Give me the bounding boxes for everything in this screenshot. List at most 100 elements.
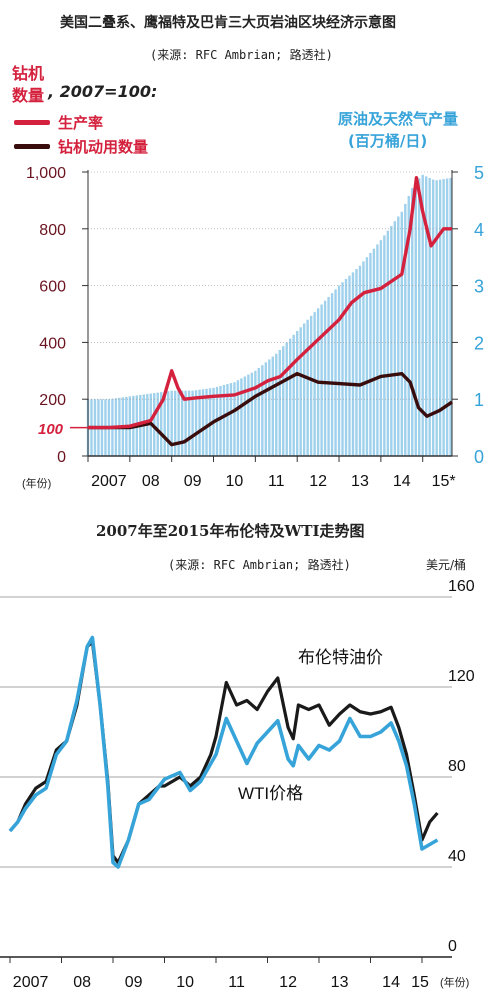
production-bar — [229, 383, 233, 456]
legend-rigs: 钻机动用数量 — [14, 136, 148, 156]
chart1-right-tick: 1 — [474, 390, 484, 410]
left-axis-label-line1: 钻机 — [12, 64, 45, 83]
chart1-x-tick: 11 — [268, 473, 285, 490]
production-bar — [327, 296, 330, 456]
chart1-right-tick: 4 — [474, 220, 484, 240]
production-bar — [323, 300, 327, 456]
chart2-ylabel: 美元/桶 — [426, 558, 467, 572]
production-bar — [386, 230, 390, 456]
chart1-x-tick: 14 — [393, 473, 411, 490]
production-bar — [348, 275, 351, 456]
chart1-right-tick: 5 — [474, 163, 484, 183]
chart2-y-tick: 120 — [448, 668, 475, 685]
production-bar — [334, 289, 337, 456]
production-bar — [177, 390, 180, 456]
chart2-x-tick: 08 — [73, 974, 91, 991]
production-bar — [261, 365, 264, 456]
production-bar — [407, 195, 410, 456]
production-bar — [156, 392, 159, 456]
production-bar — [236, 380, 240, 456]
chart1-left-marker: 100 — [38, 421, 64, 438]
production-bar — [383, 235, 386, 456]
chart1-left-tick: 400 — [39, 335, 66, 352]
chart1-x-tick: 08 — [142, 473, 160, 490]
chart1-xlabel: (年份) — [22, 476, 51, 490]
production-bar — [379, 240, 383, 456]
chart1-left-tick: 0 — [57, 449, 66, 466]
production-bar — [198, 389, 201, 456]
legend-productivity-swatch — [14, 119, 50, 125]
chart2-y-tick: 80 — [448, 758, 466, 775]
production-bar — [201, 389, 205, 456]
production-bar — [431, 179, 435, 456]
chart1-left-ticks: 1,000 800 600 400 200 0 — [26, 165, 88, 466]
chart1-right-tick: 2 — [474, 333, 484, 353]
production-bar — [341, 282, 344, 456]
production-bar — [358, 265, 362, 456]
production-bar — [282, 346, 285, 456]
production-bar — [271, 356, 274, 456]
production-bar — [219, 385, 222, 456]
production-bar — [187, 390, 191, 456]
production-bar — [344, 278, 348, 456]
production-bar — [411, 188, 414, 457]
right-axis-label-line1: 原油及天然气产量 — [338, 110, 459, 128]
chart1-right-tick: 0 — [474, 447, 484, 467]
brent-line — [8, 640, 439, 865]
production-bar — [424, 176, 428, 456]
label-wti: WTI价格 — [238, 784, 303, 803]
chart1-x-ticks: 2007 08 09 10 11 12 13 14 15* — [87, 456, 456, 490]
production-bar — [369, 252, 372, 456]
legend-rigs-swatch — [14, 143, 50, 149]
production-bar — [240, 378, 243, 456]
label-brent: 布伦特油价 — [298, 648, 383, 667]
chart1-x-tick: 2007 — [91, 473, 127, 490]
production-bar — [191, 390, 194, 456]
production-bar — [170, 390, 173, 456]
production-bar — [264, 362, 268, 456]
production-bar — [163, 391, 166, 456]
chart2-xlabel: (年份) — [440, 975, 469, 989]
chart2-x-tick: 13 — [331, 974, 349, 991]
production-bar — [428, 177, 431, 457]
production-bar — [278, 349, 281, 456]
chart2-x-tick: 09 — [125, 974, 143, 991]
production-bar — [268, 359, 271, 456]
chart2-y-tick: 40 — [448, 848, 466, 865]
production-bar — [309, 315, 313, 456]
production-bar — [442, 179, 445, 456]
chart2-x-tick: 10 — [176, 974, 194, 991]
production-bar — [365, 257, 369, 456]
productivity-line — [88, 175, 452, 430]
production-bar — [289, 338, 292, 456]
chart2-source: (来源: RFC Ambrian; 路透社) — [168, 558, 351, 572]
production-bar — [194, 390, 198, 456]
left-axis-label-line2: 数量 — [12, 86, 45, 105]
production-bar — [438, 179, 442, 457]
production-bar — [421, 174, 424, 456]
production-bar — [222, 385, 226, 456]
chart1-title: 美国二叠系、鹰福特及巴肯三大页岩油区块经济示意图 — [60, 15, 396, 31]
production-bar — [166, 391, 170, 456]
production-bar — [295, 331, 299, 456]
chart2-grid-group — [0, 596, 452, 958]
production-bar — [275, 353, 278, 456]
wti-line — [8, 635, 439, 869]
production-bar — [250, 372, 254, 456]
production-bar — [254, 370, 257, 456]
production-bar — [355, 269, 358, 456]
production-bar — [320, 304, 323, 456]
production-bar — [414, 181, 417, 456]
chart2-x-ticks: 2007 08 09 10 11 12 13 14 15 — [9, 957, 429, 991]
chart2-x-tick: 12 — [279, 974, 297, 991]
chart1-left-tick: 600 — [39, 279, 66, 296]
chart2-x-tick: 2007 — [13, 974, 49, 991]
production-bar — [313, 312, 316, 456]
production-bar — [449, 177, 452, 456]
production-bar — [372, 248, 376, 456]
base-note: , 2007=100: — [48, 82, 158, 101]
production-bar — [397, 216, 400, 456]
chart2-x-tick: 14 — [382, 974, 400, 991]
production-bar — [418, 178, 421, 456]
